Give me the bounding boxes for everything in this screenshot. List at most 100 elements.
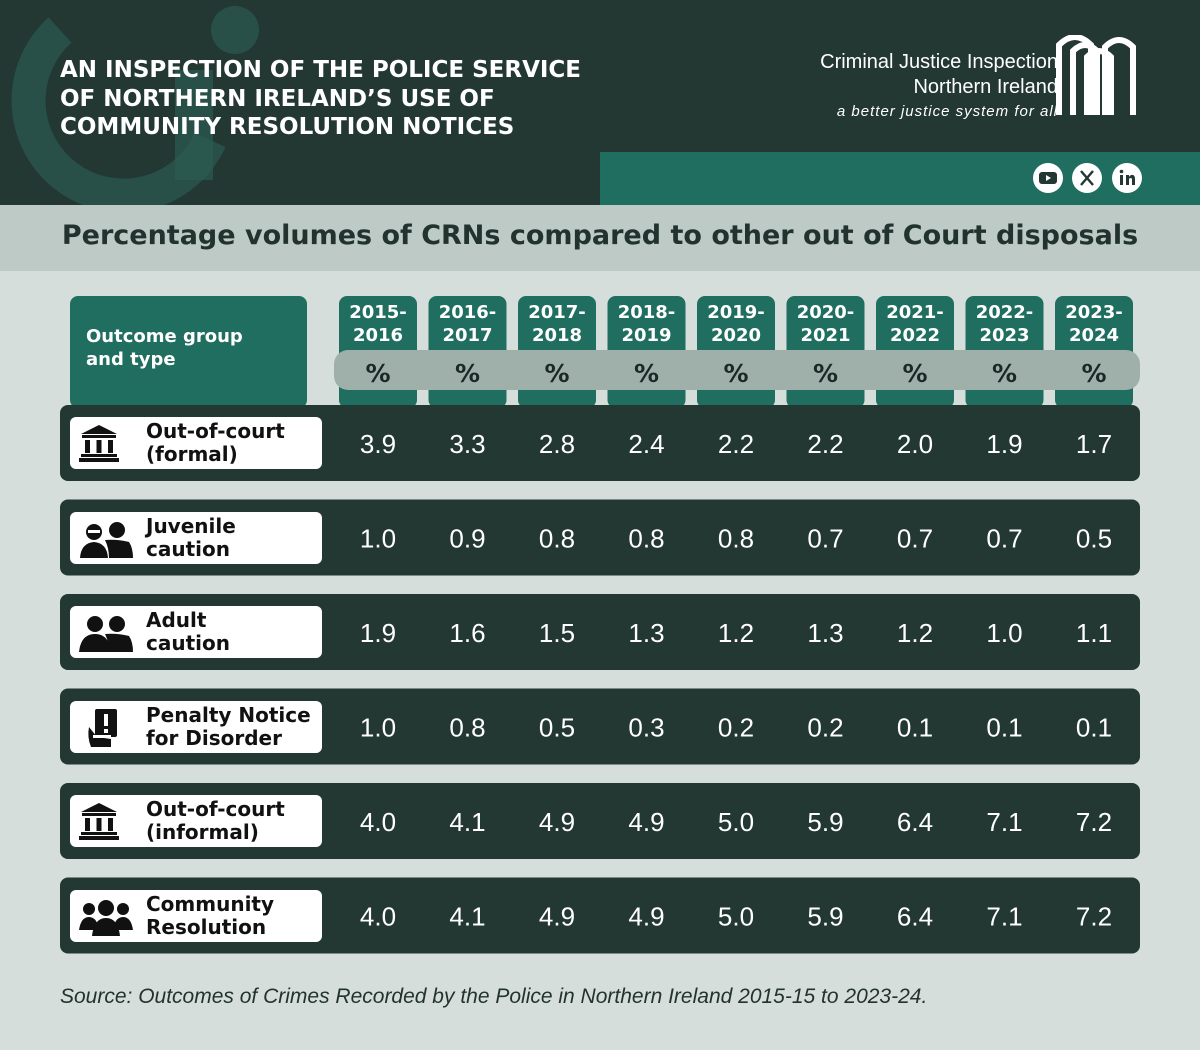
- table-cell-value: 0.3: [628, 713, 664, 743]
- table-cell-value: 4.9: [628, 902, 664, 932]
- table-cell-value: 3.9: [360, 429, 396, 459]
- row-header-text: Outcome group: [86, 326, 243, 347]
- table-cell-value: 0.7: [807, 524, 843, 554]
- column-header-label: 2021-: [886, 302, 944, 323]
- column-header-label: 2019-: [707, 302, 765, 323]
- courthouse-icon: [79, 425, 119, 462]
- column-header-label: 2015-: [349, 302, 407, 323]
- column-header-label: 2016: [353, 325, 403, 346]
- table-cell-value: 6.4: [897, 807, 933, 837]
- table-cell-value: 0.1: [897, 713, 933, 743]
- cji-logo-watermark: [11, 6, 259, 205]
- table-cell-value: 7.1: [986, 902, 1022, 932]
- row-label: Out-of-court (formal): [146, 420, 326, 466]
- table-cell-value: 3.3: [449, 429, 485, 459]
- table-cell-value: 0.7: [986, 524, 1022, 554]
- tagline: a better justice system for all: [836, 103, 1058, 120]
- table-cell-value: 4.1: [449, 807, 485, 837]
- table-cell-value: 4.9: [539, 807, 575, 837]
- row-label-line: Out-of-court: [146, 419, 285, 443]
- column-header-label: 2024: [1069, 325, 1119, 346]
- unit-label: %: [992, 359, 1017, 388]
- row-label-line: Resolution: [146, 914, 267, 939]
- column-header-label: 2018: [532, 325, 582, 346]
- row-label-line: Adult: [146, 608, 207, 632]
- unit-label: %: [1081, 359, 1106, 388]
- row-label-box: Community Resolution: [70, 889, 322, 942]
- table-cell-value: 5.9: [807, 902, 843, 932]
- table-row: [60, 594, 1140, 670]
- column-header-label: 2017: [442, 325, 492, 346]
- table-cell-value: 0.5: [539, 713, 575, 743]
- row-label-line: Juvenile: [146, 513, 236, 538]
- table-cell-value: 1.5: [539, 618, 575, 648]
- table-row: [60, 405, 1140, 481]
- table-cell-value: 1.9: [986, 429, 1022, 459]
- row-header-text: and type: [86, 349, 176, 370]
- unit-label: %: [813, 359, 838, 388]
- table-cell-value: 4.1: [449, 902, 485, 932]
- unit-label: %: [544, 359, 569, 388]
- table-cell-value: 5.0: [718, 807, 754, 837]
- unit-label: %: [365, 359, 390, 388]
- row-label: Community Resolution: [146, 891, 326, 939]
- unit-label: %: [455, 359, 480, 388]
- row-label-line: Community: [146, 891, 275, 916]
- table-cell-value: 2.0: [897, 429, 933, 459]
- row-label-line: caution: [146, 536, 230, 561]
- row-label: Out-of-court (informal): [146, 798, 326, 844]
- column-header-label: 2017-: [528, 302, 586, 323]
- column-header-label: 2016-: [439, 302, 497, 323]
- row-label-line: Penalty Notice: [146, 702, 311, 727]
- table-cell-value: 7.2: [1076, 807, 1112, 837]
- table-cell-value: 2.4: [628, 429, 664, 459]
- table-cell-value: 2.2: [718, 429, 754, 459]
- youtube-icon[interactable]: [1033, 163, 1063, 193]
- unit-label: %: [723, 359, 748, 388]
- linkedin-icon[interactable]: [1112, 163, 1142, 193]
- table-cell-value: 1.2: [718, 618, 754, 648]
- table-cell-value: 4.9: [628, 807, 664, 837]
- table-cell-value: 0.7: [897, 524, 933, 554]
- table-cell-value: 5.0: [718, 902, 754, 932]
- row-label-line: (formal): [146, 442, 238, 466]
- table-cell-value: 1.0: [986, 618, 1022, 648]
- table-cell-value: 1.3: [628, 618, 664, 648]
- table-cell-value: 0.2: [807, 713, 843, 743]
- table-cell-value: 7.1: [986, 807, 1022, 837]
- chart-title: Percentage volumes of CRNs compared to o…: [61, 220, 1139, 251]
- table-cell-value: 0.8: [628, 524, 664, 554]
- table-cell-value: 4.0: [360, 902, 396, 932]
- row-label: Penalty Notice for Disorder: [146, 702, 326, 750]
- column-header-label: 2018-: [618, 302, 676, 323]
- column-header-label: 2023: [979, 325, 1029, 346]
- column-header-label: 2019: [621, 325, 671, 346]
- juveniles-icon: [80, 521, 133, 558]
- row-label-box: Juvenile caution: [70, 511, 322, 564]
- column-header-label: 2020-: [797, 302, 855, 323]
- row-header-box: [70, 296, 307, 408]
- table-cell-value: 1.1: [1076, 618, 1112, 648]
- x-icon[interactable]: [1072, 163, 1102, 193]
- column-header-label: 2021: [800, 325, 850, 346]
- column-header-label: 2023-: [1065, 302, 1123, 323]
- table-cell-value: 1.6: [449, 618, 485, 648]
- column-header-label: 2020: [711, 325, 761, 346]
- table-cell-value: 1.9: [360, 618, 396, 648]
- row-label-box: Out-of-court (formal): [70, 417, 322, 469]
- unit-label: %: [634, 359, 659, 388]
- table-cell-value: 2.8: [539, 429, 575, 459]
- unit-label: %: [902, 359, 927, 388]
- group-icon: [79, 899, 133, 936]
- row-label: Juvenile caution: [146, 513, 326, 561]
- table-cell-value: 0.1: [986, 713, 1022, 743]
- row-label: Adult caution: [146, 609, 326, 655]
- table-cell-value: 0.8: [718, 524, 754, 554]
- table-row: [60, 783, 1140, 859]
- table-cell-value: 4.9: [539, 902, 575, 932]
- table-cell-value: 2.2: [807, 429, 843, 459]
- organisation-name: Criminal Justice Inspection Northern Ire…: [820, 50, 1058, 124]
- table-cell-value: 4.0: [360, 807, 396, 837]
- header-banner: AN INSPECTION OF THE POLICE SERVICE OF N…: [0, 0, 1200, 205]
